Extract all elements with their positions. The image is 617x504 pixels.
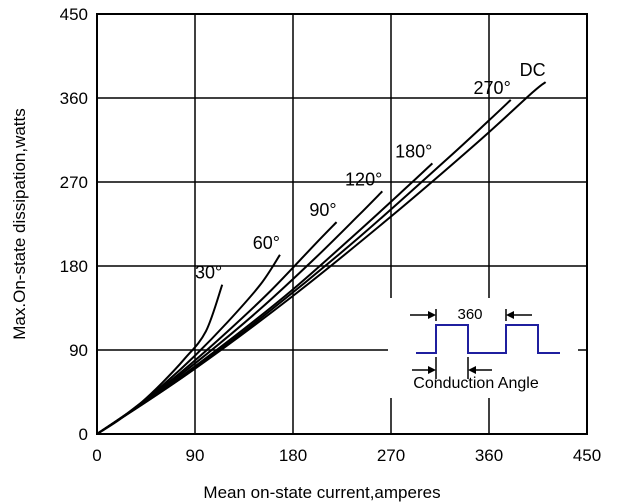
y-axis-label: Max.On-state dissipation,watts bbox=[10, 108, 29, 339]
x-tick-label: 360 bbox=[475, 446, 503, 465]
curve-180 bbox=[96, 162, 434, 435]
conduction-arrowhead-left bbox=[428, 366, 436, 374]
y-tick-label: 360 bbox=[60, 89, 88, 108]
curve-label: 60° bbox=[253, 233, 280, 253]
curve-label: 270° bbox=[474, 78, 511, 98]
curve-label: 90° bbox=[309, 200, 336, 220]
conduction-arrowhead-right bbox=[468, 366, 476, 374]
curve-90 bbox=[96, 221, 338, 435]
conduction-angle-inset: 360 Conduction Angle bbox=[388, 298, 578, 398]
inset-caption: Conduction Angle bbox=[413, 375, 539, 392]
curve-label: 30° bbox=[195, 263, 222, 283]
x-tick-label: 0 bbox=[92, 446, 101, 465]
curve-label: 180° bbox=[395, 141, 432, 161]
tick-labels: 0 90 180 270 360 450 0 90 180 270 360 450 bbox=[60, 5, 602, 465]
y-tick-label: 0 bbox=[79, 425, 88, 444]
square-waveform bbox=[416, 324, 560, 354]
y-tick-label: 270 bbox=[60, 173, 88, 192]
curve-120 bbox=[96, 190, 384, 435]
y-tick-label: 180 bbox=[60, 257, 88, 276]
x-tick-label: 450 bbox=[573, 446, 601, 465]
inset-period-label: 360 bbox=[457, 306, 482, 323]
curve-label: 120° bbox=[345, 169, 382, 189]
grid-lines bbox=[97, 14, 587, 434]
x-tick-label: 270 bbox=[377, 446, 405, 465]
curve-60 bbox=[96, 254, 281, 435]
curve-dc bbox=[96, 81, 547, 435]
x-axis-label: Mean on-state current,amperes bbox=[203, 483, 440, 502]
y-tick-label: 450 bbox=[60, 5, 88, 24]
curve-group: 30° 60° 90° 120° 180° 270° DC bbox=[96, 60, 547, 435]
y-tick-label: 90 bbox=[69, 341, 88, 360]
period-arrowhead-right bbox=[506, 311, 514, 319]
curve-label: DC bbox=[520, 60, 546, 80]
plot-frame bbox=[96, 13, 588, 435]
x-tick-label: 90 bbox=[186, 446, 205, 465]
period-arrowhead-left bbox=[428, 311, 436, 319]
x-tick-label: 180 bbox=[279, 446, 307, 465]
